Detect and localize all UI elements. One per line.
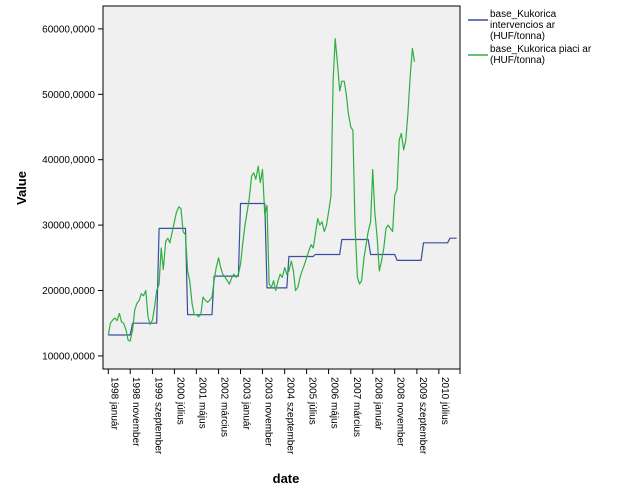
y-axis: 10000,0000 20000,0000 30000,0000 40000,0000… [42,24,103,362]
x-tick-label: 1998 november [130,377,141,447]
x-tick-label: 2000 július [174,377,185,425]
series-layer [107,38,457,342]
y-tick-label: 40000,0000 [42,155,95,166]
y-tick-label: 20000,0000 [42,286,95,297]
x-tick-label: 2006 május [329,377,340,429]
y-axis-title: Value [14,171,29,205]
y-tick-label: 50000,0000 [42,90,95,101]
x-tick-label: 2002 március [219,377,230,437]
x-tick-label: 2003 november [262,377,273,447]
x-axis: 1998 január 1998 november 1999 szeptember 2… [107,369,461,455]
x-tick-label: 1999 szeptember [152,377,163,455]
x-tick-label: 2008 november [395,377,406,447]
legend-item-1: base_Kukorica intervencios ar (HUF/tonna) [468,9,557,42]
x-axis-title: date [273,471,300,486]
x-tick-label: 2008 január [373,377,384,430]
x-tick-label: 2010 július [439,377,450,425]
x-tick-label: 2004 szeptember [285,377,296,455]
x-tick-label: 2001 május [196,377,207,429]
x-tick-label: 2003 január [241,377,252,430]
x-tick-label: 2009 szeptember [417,377,428,455]
legend-item-2: base_Kukorica piaci ar (HUF/tonna) [468,44,592,66]
y-tick-label: 10000,0000 [42,351,95,362]
y-tick-label: 60000,0000 [42,24,95,35]
legend-label: base_Kukorica piaci ar (HUF/tonna) [490,44,592,66]
legend: base_Kukorica intervencios ar (HUF/tonna)b… [468,9,592,66]
x-tick-label: 2007 március [351,377,362,437]
x-tick-label: 1998 január [108,377,119,430]
legend-label: base_Kukorica intervencios ar (HUF/tonna) [490,9,557,42]
x-tick-label: 2005 július [307,377,318,425]
series-line-2 [107,38,416,342]
y-tick-label: 30000,0000 [42,221,95,232]
plot-background [102,5,461,370]
